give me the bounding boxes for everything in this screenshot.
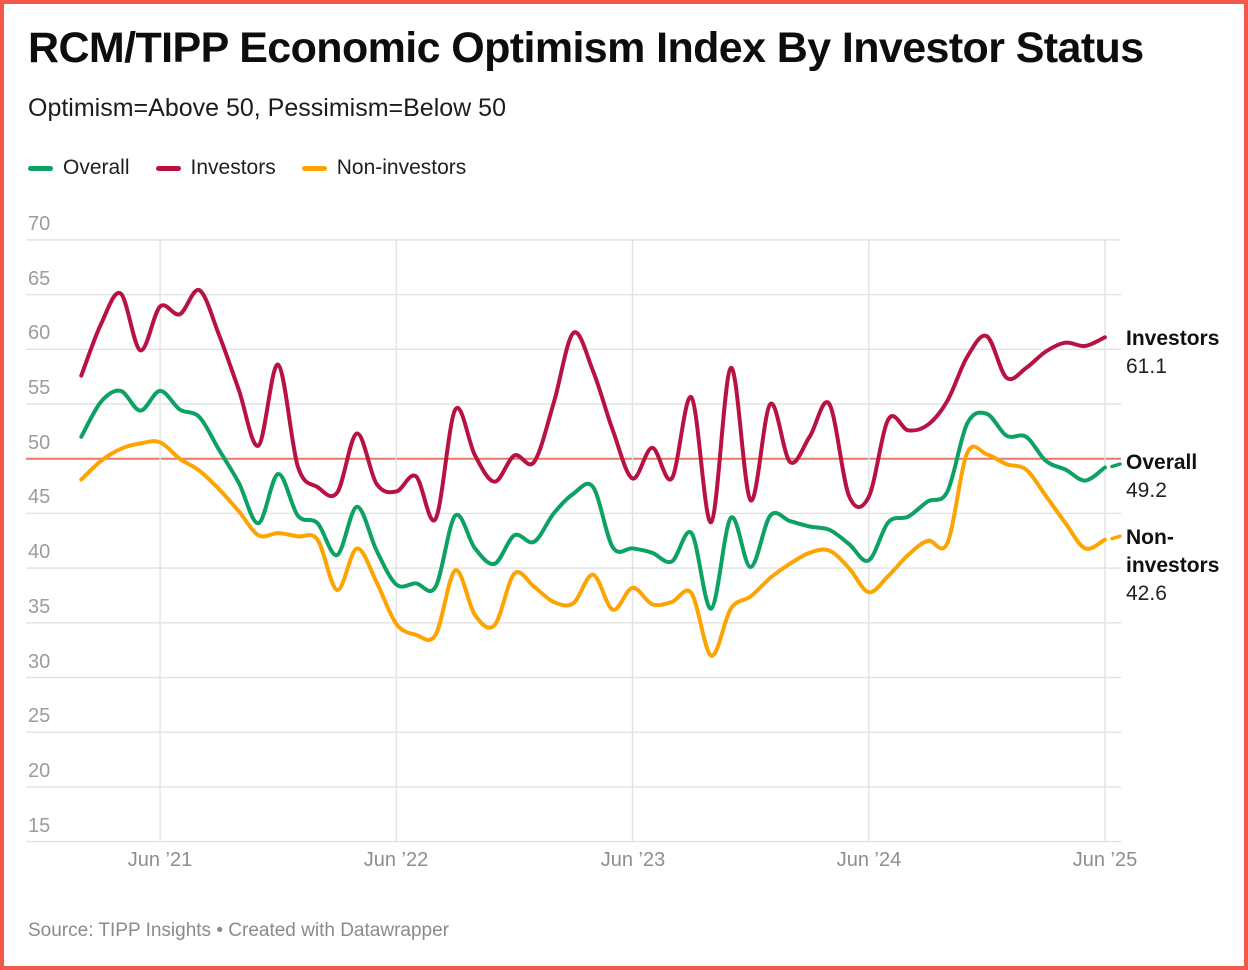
series-end-dash-icon [1110, 534, 1122, 541]
series-end-label-value: 42.6 [1126, 582, 1167, 605]
legend-item-investors: Investors [155, 156, 276, 180]
series-end-label-value: 61.1 [1126, 355, 1167, 378]
series-end-label-name: Overall [1126, 451, 1198, 474]
legend-swatch-non-investors-icon [301, 165, 327, 171]
series-line-investors[interactable] [79, 288, 1107, 525]
x-axis-label: Jun ’21 [127, 849, 193, 871]
series-end-label-name: Non-investors [1126, 526, 1220, 577]
y-axis-label: 35 [28, 596, 51, 618]
y-axis-label: 55 [28, 377, 51, 399]
x-axis-label: Jun ’24 [836, 849, 902, 871]
y-axis-label: 40 [28, 541, 51, 563]
y-axis-label: 15 [28, 815, 51, 837]
series-end-dash-icon [1110, 462, 1122, 469]
source-attribution: Source: TIPP Insights • Created with Dat… [28, 920, 449, 941]
x-axis-label: Jun ’22 [363, 849, 429, 871]
y-axis-label: 30 [28, 651, 51, 673]
legend-label: Overall [63, 156, 130, 179]
legend-item-overall: Overall [28, 156, 130, 180]
series-line-non-investors[interactable] [79, 439, 1107, 658]
chart-title: RCM/TIPP Economic Optimism Index By Inve… [28, 24, 1144, 72]
series-end-label-investors: Investors 61.1 [1126, 325, 1238, 381]
legend-swatch-investors-icon [155, 165, 181, 171]
y-axis-label: 20 [28, 760, 51, 782]
series-end-label-non-investors: Non-investors 42.6 [1126, 524, 1238, 608]
chart-subtitle: Optimism=Above 50, Pessimism=Below 50 [28, 94, 506, 122]
series-line-overall[interactable] [79, 388, 1107, 611]
legend-label: Investors [190, 156, 276, 179]
y-axis-label: 45 [28, 486, 51, 508]
y-axis-label: 50 [28, 432, 51, 454]
y-axis-label: 65 [28, 268, 51, 290]
y-axis-label: 60 [28, 322, 51, 344]
series-end-label-overall: Overall 49.2 [1126, 449, 1238, 505]
series-end-label-name: Investors [1126, 327, 1220, 350]
y-axis-label: 25 [28, 705, 51, 727]
series-end-label-value: 49.2 [1126, 479, 1167, 502]
x-axis-label: Jun ’25 [1072, 849, 1138, 871]
legend-label: Non-investors [336, 156, 467, 179]
x-axis-label: Jun ’23 [600, 849, 666, 871]
legend: Overall Investors Non-investors [28, 156, 492, 180]
y-axis-label: 70 [28, 213, 51, 235]
legend-item-non-investors: Non-investors [301, 156, 467, 180]
legend-swatch-overall-icon [28, 165, 53, 171]
